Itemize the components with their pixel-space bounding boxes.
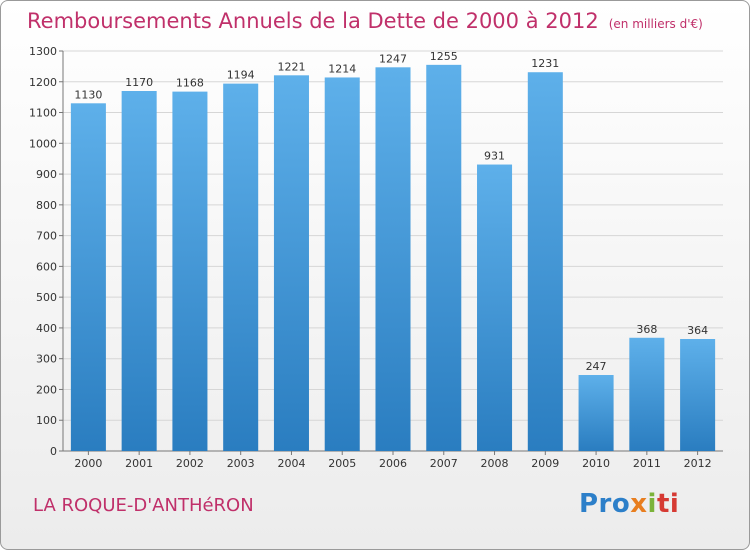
bar-value-label: 368 — [636, 323, 657, 336]
x-tick-label: 2002 — [176, 457, 204, 470]
bar — [273, 75, 309, 452]
bar — [426, 64, 462, 451]
x-tick-label: 2006 — [379, 457, 407, 470]
logo-part-i: i — [647, 489, 657, 519]
bar — [629, 337, 665, 451]
bar-value-label: 1194 — [227, 69, 255, 82]
y-tick-label: 700 — [36, 230, 57, 243]
x-tick-label: 2007 — [430, 457, 458, 470]
bar — [121, 91, 157, 451]
bar-value-label: 1255 — [430, 50, 458, 63]
x-tick-label: 2000 — [74, 457, 102, 470]
y-tick-label: 0 — [50, 445, 57, 458]
proxiti-logo: Proxiti — [579, 489, 679, 519]
unit-label: (en milliers d'€) — [608, 17, 703, 31]
bar-value-label: 1170 — [125, 76, 153, 89]
bar — [477, 164, 513, 452]
location-label: LA ROQUE-D'ANTHéRON — [33, 495, 254, 516]
chart-title: Remboursements Annuels de la Dette de 20… — [27, 9, 703, 33]
bar — [527, 72, 563, 451]
bar — [172, 91, 208, 451]
y-tick-label: 100 — [36, 414, 57, 427]
bar-value-label: 1247 — [379, 52, 407, 65]
y-tick-label: 600 — [36, 260, 57, 273]
y-tick-label: 900 — [36, 168, 57, 181]
bar-value-label: 931 — [484, 150, 505, 163]
y-tick-label: 1200 — [29, 76, 57, 89]
x-tick-label: 2004 — [277, 457, 305, 470]
title-text: Remboursements Annuels de la Dette de 20… — [27, 9, 599, 33]
bar — [680, 339, 716, 451]
y-tick-label: 300 — [36, 353, 57, 366]
bar — [375, 67, 411, 452]
bar-value-label: 364 — [687, 324, 708, 337]
bar-value-label: 1130 — [74, 88, 102, 101]
bar — [578, 375, 614, 451]
logo-part-x: x — [630, 489, 648, 519]
x-tick-label: 2005 — [328, 457, 356, 470]
y-tick-label: 500 — [36, 291, 57, 304]
x-tick-label: 2001 — [125, 457, 153, 470]
x-tick-label: 2012 — [684, 457, 712, 470]
y-tick-label: 200 — [36, 383, 57, 396]
x-tick-label: 2008 — [481, 457, 509, 470]
y-tick-label: 1000 — [29, 137, 57, 150]
y-tick-label: 400 — [36, 322, 57, 335]
bar — [70, 103, 106, 452]
x-tick-label: 2011 — [633, 457, 661, 470]
bar-value-label: 1231 — [531, 57, 559, 70]
bar-value-label: 1214 — [328, 62, 356, 75]
y-tick-label: 1100 — [29, 107, 57, 120]
x-tick-label: 2010 — [582, 457, 610, 470]
bar-value-label: 1221 — [277, 60, 305, 73]
logo-part-pro: Pro — [579, 489, 631, 519]
y-tick-label: 1300 — [29, 45, 57, 58]
y-tick-label: 800 — [36, 199, 57, 212]
bar — [324, 77, 360, 451]
bar-value-label: 247 — [586, 360, 607, 373]
bar-value-label: 1168 — [176, 77, 204, 90]
x-tick-label: 2003 — [227, 457, 255, 470]
logo-part-ti: ti — [656, 489, 680, 519]
bar — [223, 83, 259, 451]
x-tick-label: 2009 — [531, 457, 559, 470]
